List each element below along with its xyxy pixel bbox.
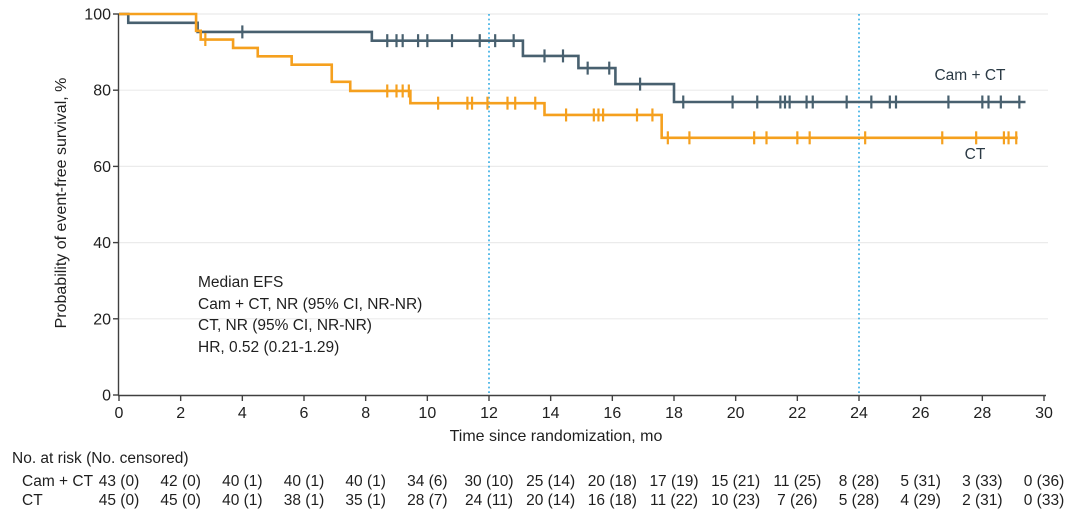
risk-cell: 5 (28)	[838, 492, 880, 509]
x-tick-label: 22	[788, 405, 806, 422]
risk-cell: 16 (18)	[587, 492, 637, 509]
x-tick-label: 12	[480, 405, 498, 422]
annotation-line-ct: CT, NR (95% CI, NR-NR)	[198, 317, 372, 334]
risk-cell: 7 (26)	[777, 492, 818, 509]
risk-cell: 20 (14)	[526, 492, 576, 509]
x-tick-label: 10	[418, 405, 436, 422]
risk-cell: 2 (31)	[962, 492, 1003, 509]
x-tick-label: 28	[973, 405, 991, 422]
risk-cell: 45 (0)	[160, 492, 201, 509]
x-tick-label: 4	[238, 405, 247, 422]
risk-cell: 28 (7)	[407, 492, 448, 509]
y-tick-label: 100	[84, 7, 111, 24]
x-axis-label: Time since randomization, mo	[449, 428, 663, 445]
y-axis-label: Probability of event-free survival, %	[53, 77, 70, 329]
risk-cell: 42 (0)	[160, 473, 201, 490]
risk-cell: 17 (19)	[649, 473, 699, 490]
curve-label-cam-ct: Cam + CT	[934, 67, 1006, 84]
risk-cell: 43 (0)	[98, 473, 140, 490]
km-curve-ct	[119, 12, 1018, 140]
risk-cell: 11 (25)	[773, 473, 822, 490]
y-tick-label: 0	[102, 388, 111, 405]
risk-cell: 15 (21)	[711, 473, 761, 490]
risk-cell: 4 (29)	[900, 492, 941, 509]
annotation-line-median-efs: Median EFS	[198, 274, 284, 291]
risk-row-label-cam-ct: Cam + CT	[22, 473, 94, 490]
risk-cell: 0 (33)	[1023, 492, 1065, 509]
annotation-line-hr: HR, 0.52 (0.21-1.29)	[198, 338, 340, 356]
annotation-line-cam-ct: Cam + CT, NR (95% CI, NR-NR)	[198, 295, 423, 313]
y-tick-label: 60	[93, 159, 111, 176]
x-tick-label: 18	[665, 405, 683, 422]
km-curve-cam-ct	[119, 12, 1026, 104]
x-tick-label: 8	[361, 405, 370, 422]
risk-cell: 11 (22)	[650, 492, 698, 509]
risk-cell: 24 (11)	[465, 492, 513, 509]
risk-cell: 35 (1)	[345, 492, 386, 509]
x-tick-label: 16	[603, 405, 621, 422]
risk-cell: 40 (1)	[283, 473, 325, 490]
risk-cell: 10 (23)	[711, 492, 761, 509]
risk-row-label-ct: CT	[22, 492, 43, 509]
risk-cell: 30 (10)	[464, 473, 514, 490]
risk-cell: 25 (14)	[526, 473, 576, 490]
x-tick-label: 20	[727, 405, 745, 422]
y-tick-label: 80	[93, 83, 111, 100]
x-tick-label: 0	[115, 405, 124, 422]
risk-cell: 45 (0)	[98, 492, 140, 509]
risk-cell: 40 (1)	[222, 492, 263, 509]
risk-cell: 34 (6)	[407, 473, 448, 490]
curve-label-ct: CT	[964, 146, 986, 163]
risk-cell: 20 (18)	[587, 473, 637, 490]
risk-cell: 40 (1)	[345, 473, 386, 490]
median-efs-annotation: Median EFS Cam + CT, NR (95% CI, NR-NR) …	[198, 272, 422, 358]
y-tick-label: 40	[93, 235, 111, 252]
risk-table-title: No. at risk (No. censored)	[12, 450, 189, 467]
x-tick-label: 30	[1035, 405, 1053, 422]
y-tick-label: 20	[93, 311, 111, 328]
x-tick-label: 26	[912, 405, 930, 422]
x-tick-label: 6	[300, 405, 309, 422]
x-tick-label: 24	[850, 405, 868, 422]
x-tick-label: 14	[542, 405, 560, 422]
risk-cell: 0 (36)	[1023, 473, 1065, 490]
x-tick-label: 2	[176, 405, 185, 422]
risk-cell: 8 (28)	[838, 473, 880, 490]
risk-cell: 3 (33)	[962, 473, 1003, 490]
risk-cell: 38 (1)	[283, 492, 325, 509]
risk-cell: 40 (1)	[222, 473, 263, 490]
risk-cell: 5 (31)	[900, 473, 941, 490]
